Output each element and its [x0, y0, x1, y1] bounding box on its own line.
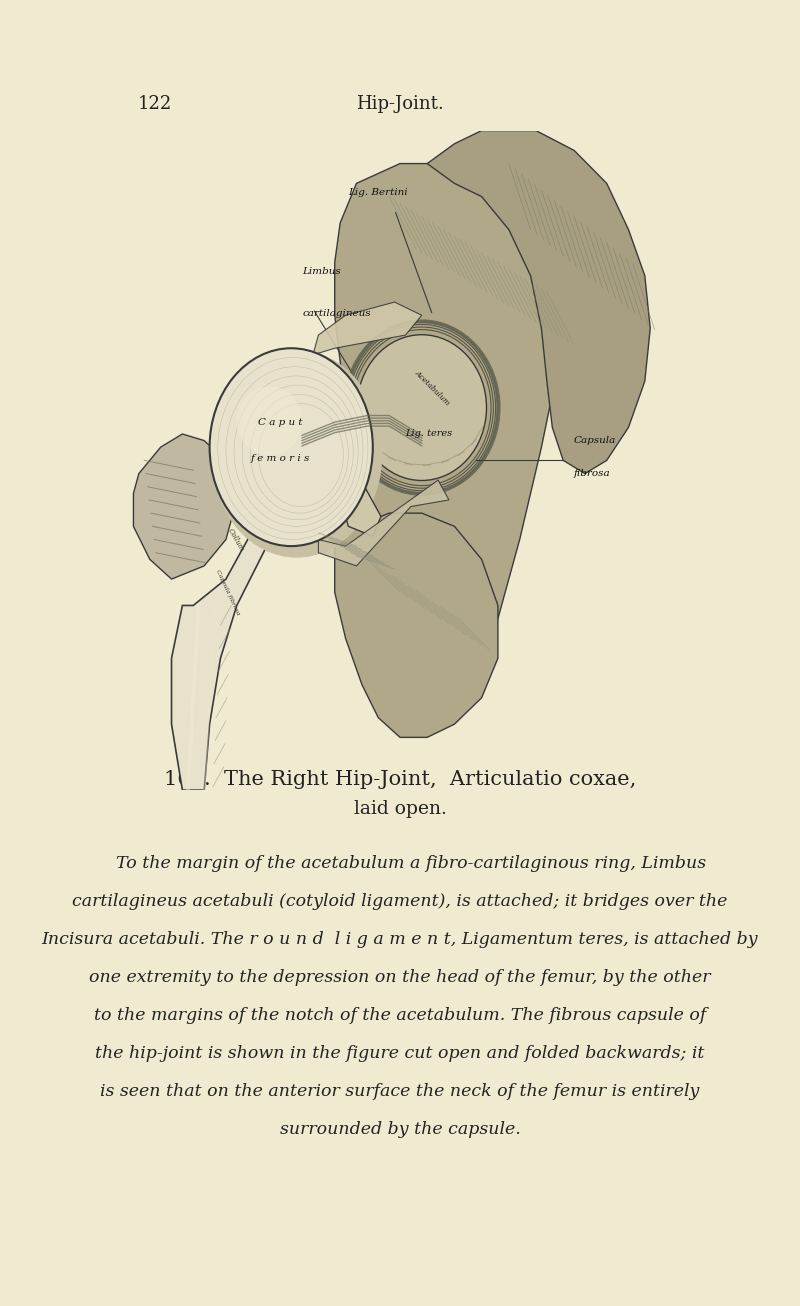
- Text: Incisura acetabuli. The r o u n d  l i g a m e n t, Ligamentum teres, is attache: Incisura acetabuli. The r o u n d l i g …: [42, 931, 758, 948]
- Text: To the margin of the acetabulum a fibro-cartilaginous ring, Limbus: To the margin of the acetabulum a fibro-…: [94, 855, 706, 872]
- Polygon shape: [334, 163, 552, 697]
- Ellipse shape: [210, 349, 373, 546]
- Text: Lig. teres: Lig. teres: [406, 430, 453, 439]
- Ellipse shape: [237, 387, 302, 456]
- Text: to the margins of the notch of the acetabulum. The fibrous capsule of: to the margins of the notch of the aceta…: [94, 1007, 706, 1024]
- Text: Collum: Collum: [226, 526, 246, 552]
- Text: surrounded by the capsule.: surrounded by the capsule.: [280, 1121, 520, 1138]
- Ellipse shape: [357, 334, 486, 481]
- Text: Capsula fibrosa: Capsula fibrosa: [215, 568, 241, 616]
- Text: the hip-joint is shown in the figure cut open and folded backwards; it: the hip-joint is shown in the figure cut…: [95, 1045, 705, 1062]
- Text: Limbus: Limbus: [302, 266, 341, 276]
- Text: fibrosa: fibrosa: [574, 469, 610, 478]
- Text: cartilagineus: cartilagineus: [302, 308, 370, 317]
- Text: 169.  The Right Hip-Joint,  Articulatio coxae,: 169. The Right Hip-Joint, Articulatio co…: [164, 771, 636, 789]
- Text: is seen that on the anterior surface the neck of the femur is entirely: is seen that on the anterior surface the…: [100, 1083, 700, 1100]
- Polygon shape: [171, 461, 266, 790]
- Polygon shape: [427, 131, 650, 474]
- Polygon shape: [313, 302, 422, 355]
- Polygon shape: [334, 513, 498, 738]
- Ellipse shape: [211, 350, 382, 558]
- Text: Lig. Bertini: Lig. Bertini: [349, 188, 408, 196]
- Text: cartilagineus acetabuli (cotyloid ligament), is attached; it bridges over the: cartilagineus acetabuli (cotyloid ligame…: [72, 893, 728, 910]
- Text: C a p u t: C a p u t: [258, 418, 302, 427]
- Text: Capsula: Capsula: [574, 436, 616, 445]
- Text: Hip-Joint.: Hip-Joint.: [356, 95, 444, 114]
- Text: laid open.: laid open.: [354, 801, 446, 818]
- Text: f e m o r i s: f e m o r i s: [250, 453, 310, 462]
- Text: one extremity to the depression on the head of the femur, by the other: one extremity to the depression on the h…: [90, 969, 710, 986]
- Polygon shape: [134, 434, 237, 579]
- Text: Acetabulum: Acetabulum: [414, 368, 452, 407]
- Text: 122: 122: [138, 95, 172, 114]
- Polygon shape: [340, 487, 381, 537]
- Polygon shape: [318, 481, 449, 565]
